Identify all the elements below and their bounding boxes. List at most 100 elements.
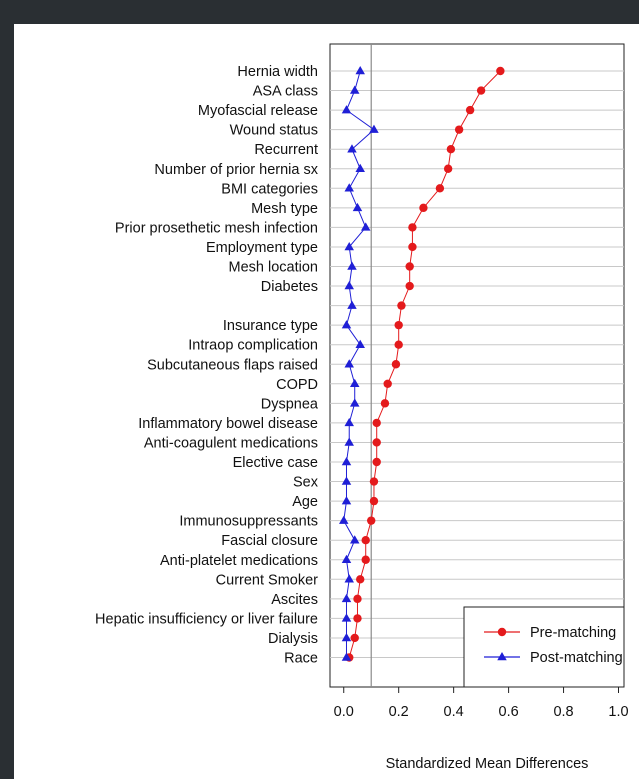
legend-box [463, 606, 625, 688]
point-post-matching [344, 359, 354, 368]
category-label-anti-platelet-medications: Anti-platelet medications [160, 553, 318, 569]
smd-dot-chart: Hernia width ASA class Myofascial release W… [95, 43, 629, 772]
category-label-myofascial-release: Myofascial release [198, 103, 318, 119]
category-label-asa-class: ASA class [253, 84, 318, 100]
point-pre-matching [408, 223, 417, 232]
point-post-matching [341, 652, 352, 661]
point-pre-matching [405, 281, 414, 291]
category-label-prior-prosethetic-mesh-infection: Prior prosethetic mesh infection [115, 220, 318, 236]
point-post-matching [355, 163, 365, 172]
point-pre-matching [391, 360, 401, 369]
category-label-bmi-categories: BMI categories [221, 181, 318, 197]
category-label-mesh-location: Mesh location [229, 260, 318, 276]
category-label-elective-case: Elective case [233, 455, 318, 471]
point-pre-matching [419, 203, 428, 213]
point-post-matching [347, 300, 357, 309]
point-post-matching [355, 66, 365, 75]
category-label-copd: COPD [276, 377, 318, 393]
category-label-inflammatory-bowel-disease: Inflammatory bowel disease [138, 416, 318, 432]
point-post-matching [347, 144, 357, 153]
category-label-hernia-width: Hernia width [237, 64, 318, 80]
category-label-employment-type: Employment type [206, 240, 318, 256]
plot-border [329, 43, 625, 688]
x-tick-label: 0.2 [389, 704, 409, 720]
category-label-sex: Sex [293, 475, 319, 491]
point-pre-matching [350, 633, 359, 643]
legend-label-pre-matching: Pre-matching [530, 625, 616, 641]
chart-frame: Hernia width ASA class Myofascial release W… [14, 24, 639, 779]
point-pre-matching [454, 125, 464, 134]
point-post-matching [341, 613, 352, 622]
grid-lines [329, 43, 625, 688]
point-pre-matching [372, 438, 381, 447]
point-pre-matching [372, 457, 381, 467]
point-post-matching [341, 554, 352, 563]
category-labels: Hernia width ASA class Myofascial release W… [95, 64, 319, 667]
category-label-mesh-type: Mesh type [251, 201, 318, 217]
point-post-matching [341, 476, 352, 485]
point-pre-matching [496, 66, 505, 76]
point-pre-matching [372, 418, 381, 428]
point-post-matching [349, 85, 360, 94]
x-axis-title: Standardized Mean Differences [386, 756, 589, 772]
point-pre-matching [369, 496, 379, 506]
category-label-number-of-prior-hernia-sx: Number of prior hernia sx [154, 162, 318, 178]
point-pre-matching [397, 301, 406, 310]
legend-marker-post-matching [497, 652, 507, 661]
point-post-matching [352, 202, 363, 212]
point-pre-matching [361, 555, 370, 564]
point-post-matching [347, 261, 357, 270]
point-pre-matching [394, 320, 403, 330]
category-label-current-smoker: Current Smoker [216, 572, 319, 588]
point-pre-matching [408, 242, 417, 252]
legend-marker-pre-matching [497, 627, 507, 637]
point-pre-matching [353, 594, 362, 604]
point-pre-matching [367, 516, 376, 525]
category-label-recurrent: Recurrent [254, 142, 318, 158]
category-label-hepatic-insufficiency-or-liver-failure: Hepatic insufficiency or liver failure [95, 611, 318, 627]
legend: Pre-matching Post-matching [463, 606, 625, 688]
x-tick-label: 0.4 [444, 704, 464, 720]
point-pre-matching [405, 262, 414, 271]
point-pre-matching [353, 614, 362, 623]
point-post-matching [344, 183, 354, 192]
point-post-matching [344, 417, 354, 427]
series-layer [338, 66, 505, 662]
point-pre-matching [383, 379, 392, 388]
point-pre-matching [443, 164, 453, 173]
point-pre-matching [394, 340, 403, 349]
category-label-fascial-closure: Fascial closure [221, 533, 318, 549]
category-label-ascites: Ascites [271, 592, 318, 608]
point-post-matching [344, 574, 354, 583]
category-label-wound-status: Wound status [230, 123, 318, 139]
point-pre-matching [446, 145, 456, 154]
point-post-matching [360, 222, 371, 231]
category-label-subcutaneous-flaps-raised: Subcutaneous flaps raised [147, 357, 318, 373]
category-label-diabetes: Diabetes [261, 279, 318, 295]
point-pre-matching [369, 477, 379, 486]
point-post-matching [344, 241, 354, 251]
category-label-intraop-complication: Intraop complication [188, 338, 318, 354]
category-label-dialysis: Dialysis [268, 631, 318, 647]
point-pre-matching [476, 86, 486, 95]
category-label-age: Age [292, 494, 318, 510]
point-post-matching [344, 281, 354, 290]
point-post-matching [341, 320, 352, 329]
x-axis: 0.0 0.2 0.4 0.6 0.8 1.0 [334, 687, 629, 720]
point-post-matching [341, 457, 352, 466]
point-post-matching [369, 124, 379, 133]
point-pre-matching [380, 399, 390, 408]
point-pre-matching [361, 536, 370, 545]
category-label-race: Race [284, 651, 318, 667]
category-label-dyspnea: Dyspnea [261, 396, 319, 412]
point-post-matching [349, 378, 360, 388]
point-pre-matching [465, 105, 475, 115]
point-post-matching [341, 593, 352, 603]
point-pre-matching [356, 575, 365, 584]
point-post-matching [341, 632, 352, 642]
x-tick-label: 0.6 [499, 704, 519, 720]
category-label-insurance-type: Insurance type [223, 318, 318, 334]
point-post-matching [338, 515, 349, 524]
point-post-matching [349, 535, 360, 544]
series-post-matching [338, 66, 379, 661]
